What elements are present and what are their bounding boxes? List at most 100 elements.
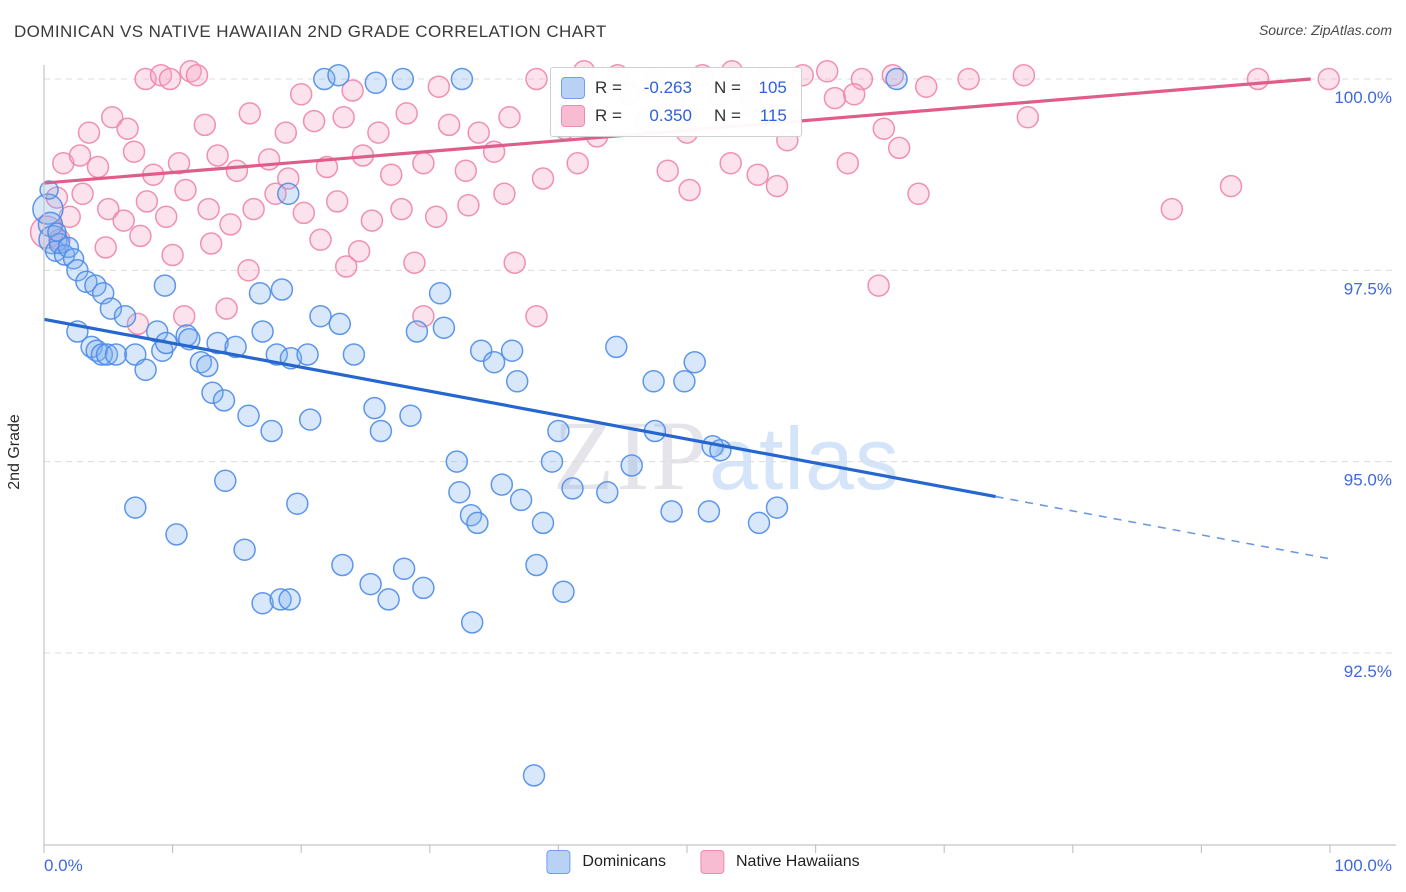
scatter-point-native-hawaiians: [77, 121, 101, 144]
scatter-point-dominicans: [747, 511, 771, 535]
scatter-point-native-hawaiians: [379, 163, 403, 186]
scatter-point-dominicans: [248, 282, 272, 305]
scatter-point-native-hawaiians: [116, 117, 139, 140]
scatter-point-dominicans: [552, 580, 575, 604]
scatter-point-native-hawaiians: [122, 140, 146, 163]
scatter-point-dominicans: [412, 576, 435, 600]
scatter-point-native-hawaiians: [215, 297, 238, 320]
scatter-point-native-hawaiians: [225, 159, 249, 183]
scatter-point-dominicans: [363, 396, 386, 420]
scatter-point-native-hawaiians: [347, 239, 371, 263]
scatter-point-dominicans: [596, 481, 619, 504]
stats-row-native-hawaiians: R = 0.350 N = 115: [561, 102, 787, 130]
scatter-point-dominicans: [377, 588, 400, 611]
scatter-point-dominicans: [296, 343, 319, 366]
scatter-point-native-hawaiians: [206, 144, 229, 167]
stats-row-dominicans: R = -0.263 N = 105: [561, 74, 787, 102]
scatter-point-dominicans: [251, 591, 274, 615]
scatter-point-dominicans: [251, 320, 274, 343]
scatter-point-native-hawaiians: [437, 113, 461, 137]
scatter-point-native-hawaiians: [566, 151, 589, 175]
r-label: R =: [595, 106, 622, 125]
scatter-point-native-hawaiians: [746, 163, 769, 186]
scatter-point-native-hawaiians: [179, 60, 202, 83]
scatter-point-native-hawaiians: [1160, 197, 1184, 221]
scatter-point-native-hawaiians: [309, 228, 332, 251]
scatter-point-native-hawaiians: [427, 75, 451, 98]
r-value-native-hawaiians: 0.350: [649, 106, 692, 125]
scatter-point-native-hawaiians: [126, 312, 150, 336]
scatter-point-dominicans: [522, 764, 546, 787]
scatter-point-native-hawaiians: [100, 106, 124, 129]
scatter-point-native-hawaiians: [836, 151, 860, 175]
correlation-stats-box: R = -0.263 N = 105 R = 0.350 N = 115: [550, 67, 802, 137]
scatter-point-dominicans: [265, 343, 289, 366]
r-label: R =: [595, 78, 622, 97]
scatter-point-dominicans: [270, 278, 294, 301]
scatter-point-native-hawaiians: [199, 232, 223, 255]
scatter-point-dominicans: [124, 496, 147, 519]
scatter-point-native-hawaiians: [129, 224, 152, 248]
scatter-point-dominicans: [57, 236, 80, 259]
scatter-point-dominicans: [445, 450, 469, 473]
scatter-point-dominicans: [212, 389, 236, 412]
legend-item-dominicans: Dominicans: [546, 850, 666, 874]
scatter-point-native-hawaiians: [403, 251, 426, 274]
scatter-point-native-hawaiians: [498, 106, 521, 129]
scatter-point-native-hawaiians: [881, 63, 905, 87]
scatter-point-dominicans: [66, 259, 89, 282]
scatter-point-native-hawaiians: [367, 121, 390, 144]
scatter-point-native-hawaiians: [185, 63, 209, 87]
scatter-point-native-hawaiians: [172, 304, 196, 328]
x-max-label: 100.0%: [1334, 856, 1392, 875]
scatter-point-native-hawaiians: [341, 79, 364, 102]
scatter-point-dominicans: [224, 335, 247, 359]
scatter-point-native-hawaiians: [525, 67, 548, 91]
scatter-point-native-hawaiians: [238, 102, 262, 125]
scatter-point-dominicans: [660, 500, 683, 523]
scatter-point-native-hawaiians: [872, 117, 896, 140]
scatter-point-native-hawaiians: [454, 159, 478, 183]
scatter-point-native-hawaiians: [154, 205, 178, 229]
scatter-point-dominicans: [298, 408, 322, 431]
scatter-point-dominicans: [99, 297, 123, 320]
scatter-point-native-hawaiians: [887, 136, 911, 160]
scatter-point-dominicans: [233, 538, 256, 561]
scatter-point-native-hawaiians: [193, 113, 217, 137]
scatter-point-dominicans: [113, 304, 137, 328]
scatter-point-dominicans: [683, 350, 706, 374]
scatter-point-native-hawaiians: [457, 194, 480, 217]
scatter-point-native-hawaiians: [395, 102, 418, 125]
x-min-label: 0.0%: [44, 856, 83, 875]
scatter-point-native-hawaiians: [390, 197, 413, 221]
scatter-point-native-hawaiians: [332, 106, 355, 129]
scatter-point-native-hawaiians: [842, 83, 866, 106]
n-value-native-hawaiians: 115: [759, 106, 787, 125]
scatter-point-dominicans: [392, 557, 416, 581]
scatter-point-native-hawaiians: [525, 304, 548, 328]
scatter-point-native-hawaiians: [765, 174, 789, 198]
y-tick-label: 97.5%: [1344, 279, 1392, 298]
scatter-point-dominicans: [466, 511, 489, 535]
scatter-point-native-hawaiians: [1246, 67, 1270, 91]
scatter-point-dominicans: [673, 370, 696, 393]
chart-legend: Dominicans Native Hawaiians: [546, 850, 860, 874]
scatter-point-native-hawaiians: [823, 86, 847, 110]
scatter-point-dominicans: [450, 67, 474, 91]
legend-label-dominicans: Dominicans: [582, 853, 666, 870]
scatter-point-dominicans: [428, 282, 452, 305]
scatter-point-native-hawaiians: [656, 159, 679, 183]
scatter-point-dominicans: [237, 404, 260, 427]
scatter-point-native-hawaiians: [68, 144, 92, 167]
scatter-point-dominicans: [460, 611, 484, 634]
scatter-point-native-hawaiians: [274, 121, 298, 144]
scatter-point-native-hawaiians: [112, 209, 135, 232]
scatter-point-dominicans: [165, 523, 188, 546]
n-label: N =: [713, 106, 741, 125]
scatter-point-native-hawaiians: [719, 151, 742, 175]
page-title: DOMINICAN VS NATIVE HAWAIIAN 2ND GRADE C…: [14, 22, 607, 41]
scatter-point-native-hawaiians: [957, 67, 980, 91]
scatter-point-native-hawaiians: [1317, 67, 1340, 91]
scatter-point-native-hawaiians: [1012, 63, 1036, 87]
scatter-point-dominicans: [153, 274, 177, 297]
